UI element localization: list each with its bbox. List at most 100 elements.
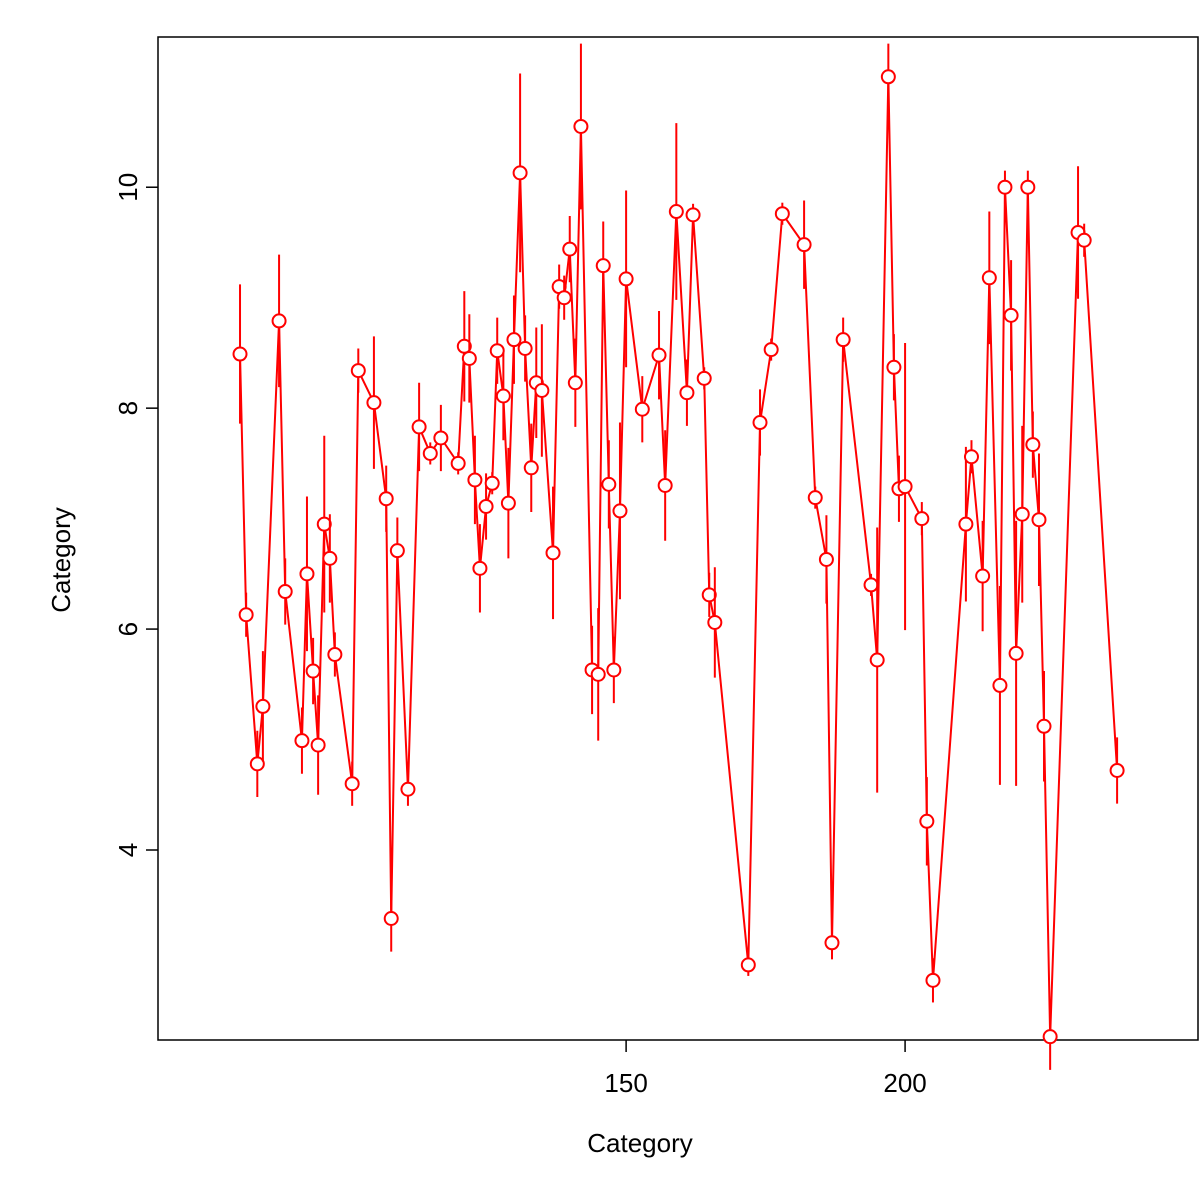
point — [506, 332, 522, 348]
point — [389, 543, 405, 559]
x-tick-label: 200 — [883, 1068, 926, 1098]
point — [461, 350, 477, 366]
point — [997, 179, 1013, 195]
point — [327, 646, 343, 662]
point — [634, 401, 650, 417]
point — [556, 290, 572, 306]
point — [919, 813, 935, 829]
point — [590, 666, 606, 682]
point — [835, 332, 851, 348]
point — [1042, 1029, 1058, 1045]
y-axis-label: Category — [46, 507, 76, 613]
point — [707, 614, 723, 630]
point — [1076, 232, 1092, 248]
point — [914, 511, 930, 527]
point — [271, 313, 287, 329]
point — [897, 479, 913, 495]
point — [484, 475, 500, 491]
point — [489, 343, 505, 359]
y-tick-label: 6 — [113, 622, 143, 636]
point — [1014, 506, 1030, 522]
point — [232, 346, 248, 362]
point — [824, 935, 840, 951]
point — [316, 516, 332, 532]
point — [1031, 512, 1047, 528]
point — [612, 503, 628, 519]
point — [478, 498, 494, 514]
point — [495, 388, 511, 404]
point — [601, 476, 617, 492]
point — [1036, 718, 1052, 734]
point — [992, 677, 1008, 693]
point — [467, 472, 483, 488]
point — [523, 460, 539, 476]
point — [618, 271, 634, 287]
point — [310, 737, 326, 753]
point — [886, 359, 902, 375]
point — [378, 491, 394, 507]
point — [1008, 645, 1024, 661]
plot-frame — [157, 36, 1199, 1041]
point — [512, 165, 528, 181]
point — [517, 341, 533, 357]
point — [294, 733, 310, 749]
point — [958, 516, 974, 532]
point — [344, 776, 360, 792]
point — [299, 566, 315, 582]
point — [433, 430, 449, 446]
point — [818, 551, 834, 567]
point — [763, 342, 779, 358]
point — [657, 477, 673, 493]
point — [668, 204, 684, 220]
point — [422, 445, 438, 461]
point — [249, 756, 265, 772]
point — [807, 490, 823, 506]
point — [500, 495, 516, 511]
point — [567, 375, 583, 391]
point — [925, 972, 941, 988]
point — [679, 385, 695, 401]
point — [545, 545, 561, 561]
point — [696, 370, 712, 386]
point — [701, 587, 717, 603]
point — [366, 395, 382, 411]
point — [450, 455, 466, 471]
y-tick-label: 10 — [113, 173, 143, 202]
point — [573, 118, 589, 134]
point — [685, 207, 701, 223]
series-line — [239, 76, 1119, 1037]
point — [255, 698, 271, 714]
point — [1003, 307, 1019, 323]
point — [963, 449, 979, 465]
point — [238, 607, 254, 623]
point — [534, 382, 550, 398]
point — [1109, 762, 1125, 778]
point — [595, 258, 611, 274]
point — [322, 550, 338, 566]
point — [752, 415, 768, 431]
point — [863, 577, 879, 593]
point — [350, 363, 366, 379]
point — [383, 910, 399, 926]
x-tick-label: 150 — [604, 1068, 647, 1098]
point — [472, 560, 488, 576]
point — [411, 419, 427, 435]
point — [562, 241, 578, 257]
point — [400, 781, 416, 797]
point — [880, 69, 896, 85]
point — [1025, 437, 1041, 453]
point — [981, 270, 997, 286]
point — [277, 584, 293, 600]
x-axis-label: Category — [587, 1128, 693, 1158]
point — [651, 347, 667, 363]
point — [774, 206, 790, 222]
y-tick-label: 4 — [113, 843, 143, 857]
point — [869, 652, 885, 668]
point — [305, 663, 321, 679]
point — [1020, 179, 1036, 195]
point — [740, 957, 756, 973]
point — [456, 338, 472, 354]
point — [606, 662, 622, 678]
